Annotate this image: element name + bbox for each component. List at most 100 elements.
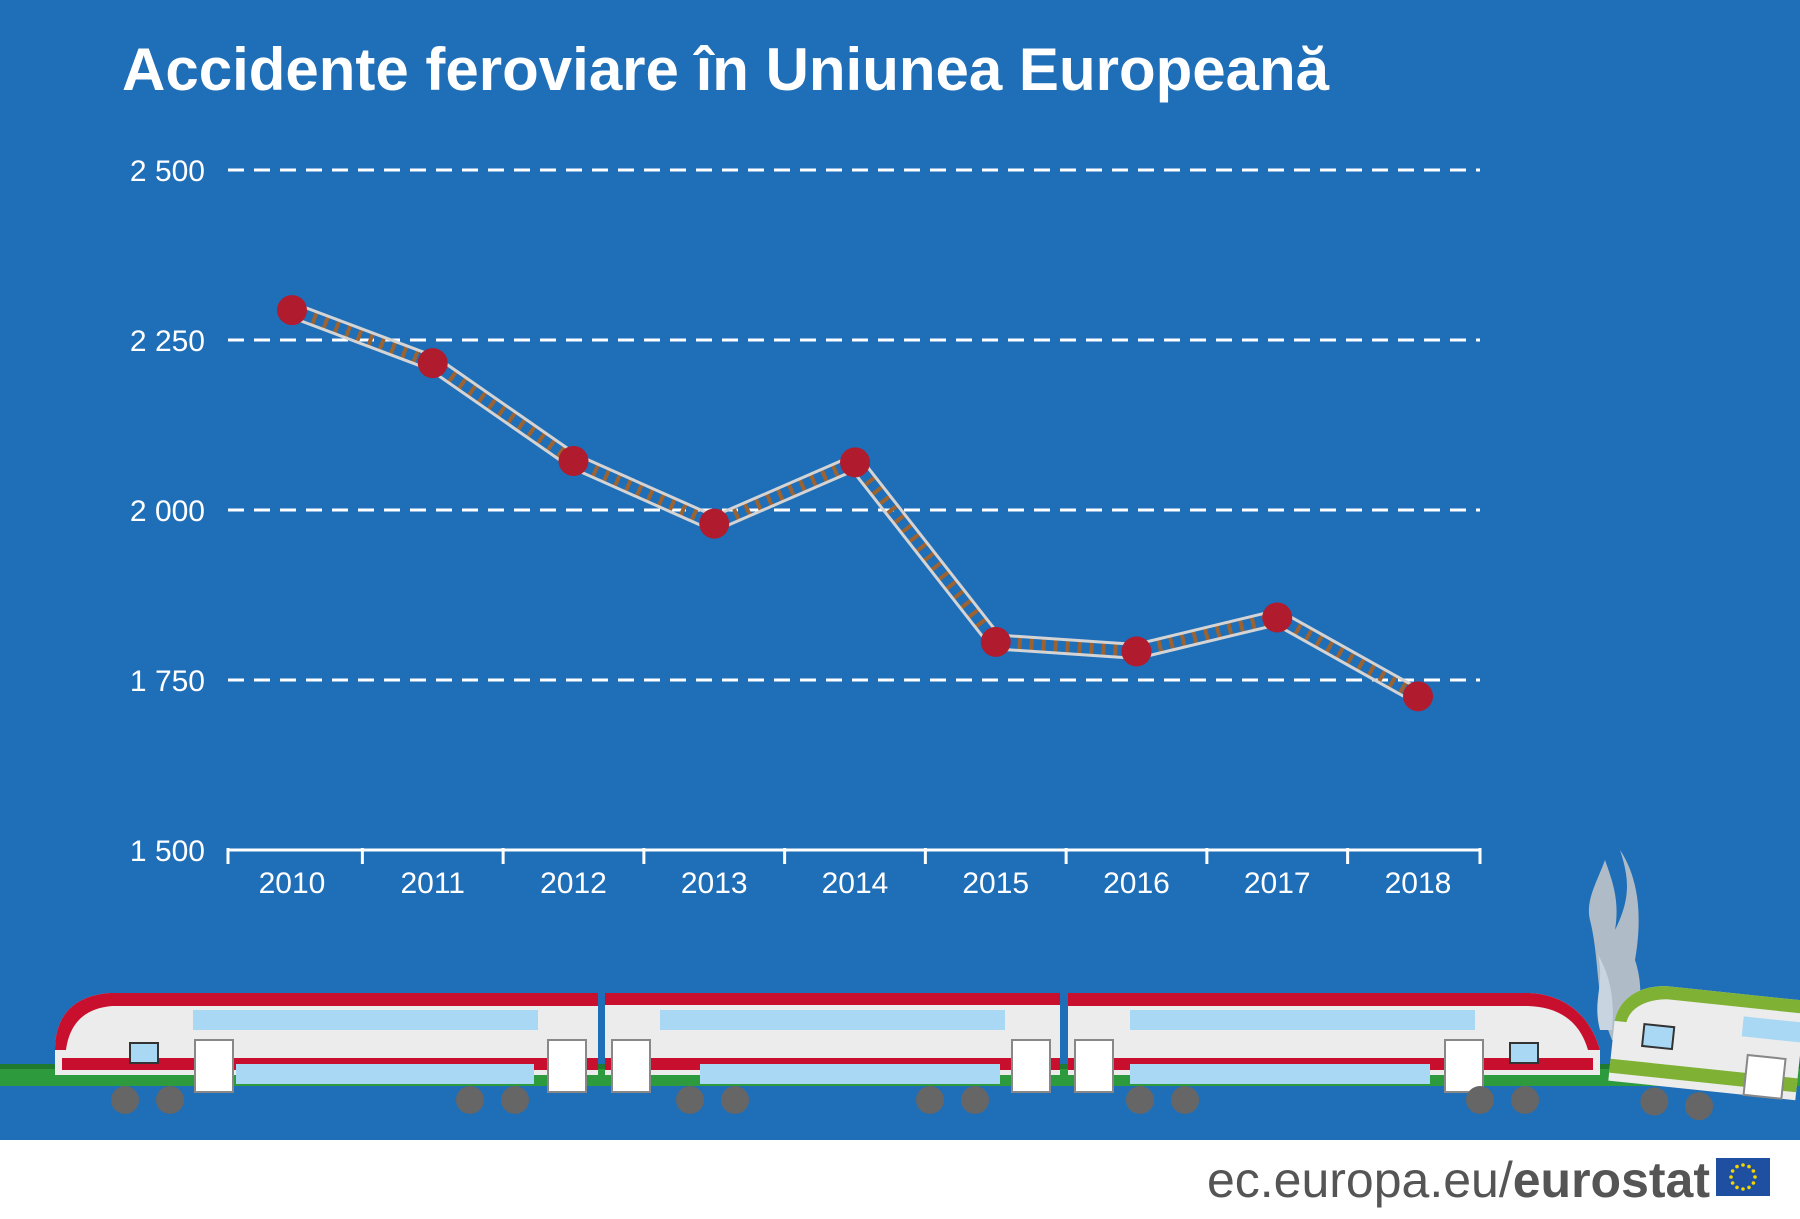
track-tie: [486, 397, 498, 412]
eu-star: [1747, 1164, 1751, 1169]
track-rail: [289, 315, 431, 372]
data-point: [840, 447, 870, 478]
track-tie: [966, 607, 981, 620]
track-tie: [1355, 657, 1367, 672]
track-tie: [601, 468, 612, 483]
track-tie: [1334, 645, 1346, 660]
upper-windows: [1130, 1010, 1475, 1030]
track-tie: [515, 417, 528, 432]
track-tie: [1324, 639, 1335, 654]
track-tie: [1226, 621, 1234, 637]
train-car-middle: [605, 993, 1060, 1114]
eu-star: [1741, 1163, 1745, 1167]
cab-window: [129, 1042, 159, 1064]
track-tie: [1313, 633, 1325, 648]
track-tie: [731, 506, 741, 522]
track-tie: [366, 332, 375, 347]
x-tick-label: 2018: [1385, 867, 1452, 900]
door: [547, 1039, 587, 1093]
track-rail: [293, 302, 436, 358]
door: [611, 1039, 651, 1093]
source-text: ec.europa.eu/eurostat: [1207, 1152, 1710, 1208]
track-tie: [535, 431, 547, 446]
track-tie: [1397, 680, 1409, 695]
track-tie: [974, 617, 988, 629]
track-tie: [667, 497, 677, 513]
eu-star: [1751, 1169, 1756, 1173]
wheel: [156, 1086, 184, 1114]
lower-windows: [1130, 1064, 1430, 1084]
data-point: [699, 508, 730, 539]
track-segment: [710, 454, 859, 532]
data-point: [980, 626, 1011, 657]
track-tie: [656, 492, 666, 508]
track-rail: [848, 465, 992, 648]
eu-star: [1735, 1164, 1739, 1169]
upper-windows: [1741, 1016, 1800, 1043]
track-tie: [764, 492, 774, 507]
y-tick-label: 1 500: [130, 835, 205, 868]
car-roof-stripe: [1614, 986, 1800, 1023]
track-tie: [1041, 638, 1047, 653]
data-point: [417, 348, 448, 379]
eu-star: [1729, 1175, 1733, 1179]
track-tie: [877, 494, 892, 507]
track-tie: [1214, 624, 1222, 639]
track-tie: [1156, 638, 1164, 654]
train-car-rear: [1068, 993, 1600, 1114]
x-axis: [226, 848, 1482, 864]
train-car-front: [55, 993, 598, 1114]
wheel: [1466, 1086, 1494, 1114]
track-rail: [1273, 622, 1416, 704]
track-tie: [623, 478, 633, 493]
source-prefix: ec.europa.eu/: [1207, 1152, 1513, 1208]
track-tie: [951, 588, 966, 601]
eu-flag-icon: [1716, 1158, 1770, 1196]
track-tie: [678, 502, 688, 517]
track-segment: [289, 302, 436, 372]
track-tie: [959, 598, 973, 610]
door: [1742, 1053, 1787, 1100]
cab-window: [1509, 1042, 1539, 1064]
smoke-plume: [1588, 850, 1641, 1045]
track-tie: [797, 478, 807, 493]
track-tie: [1293, 622, 1304, 637]
eu-star: [1735, 1185, 1739, 1190]
track-segment: [1273, 610, 1423, 704]
chart-title: Accidente feroviare în Uniunea Europeană: [122, 36, 1330, 103]
track-tie: [1065, 639, 1071, 654]
track-tie: [545, 438, 557, 453]
track-rail: [575, 453, 718, 519]
track-tie: [689, 507, 699, 522]
data-point: [277, 295, 307, 326]
car-roof-stripe: [55, 993, 598, 1050]
track-segment: [848, 457, 1003, 648]
wheel: [961, 1086, 989, 1114]
track-rail: [996, 633, 1138, 646]
track-tie: [612, 473, 623, 488]
track-tie: [742, 502, 752, 517]
track-tie: [944, 579, 958, 592]
data-point: [1262, 602, 1293, 633]
track-tie: [1376, 669, 1388, 684]
track-tie: [1053, 638, 1059, 654]
x-axis-tick-labels: 2010 2011 2012 2013 2014 2015 2016 2017 2018: [259, 867, 1452, 900]
track-tie: [1089, 641, 1094, 656]
track-rail: [570, 466, 713, 532]
data-point: [558, 446, 589, 477]
track-tie: [496, 404, 508, 418]
lower-windows: [236, 1064, 534, 1084]
track-rail: [1279, 610, 1423, 692]
track-rail: [710, 454, 853, 519]
track-rail: [859, 457, 1003, 639]
wheel: [1171, 1086, 1199, 1114]
y-tick-label: 2 500: [130, 155, 205, 188]
track-tie: [466, 383, 478, 398]
door: [1074, 1039, 1114, 1093]
y-axis-tick-labels: 1 500 1 750 2 000 2 250 2 500: [130, 155, 205, 868]
eu-star: [1751, 1181, 1756, 1185]
car-roof-stripe: [1068, 993, 1600, 1050]
track-tie: [555, 445, 567, 460]
